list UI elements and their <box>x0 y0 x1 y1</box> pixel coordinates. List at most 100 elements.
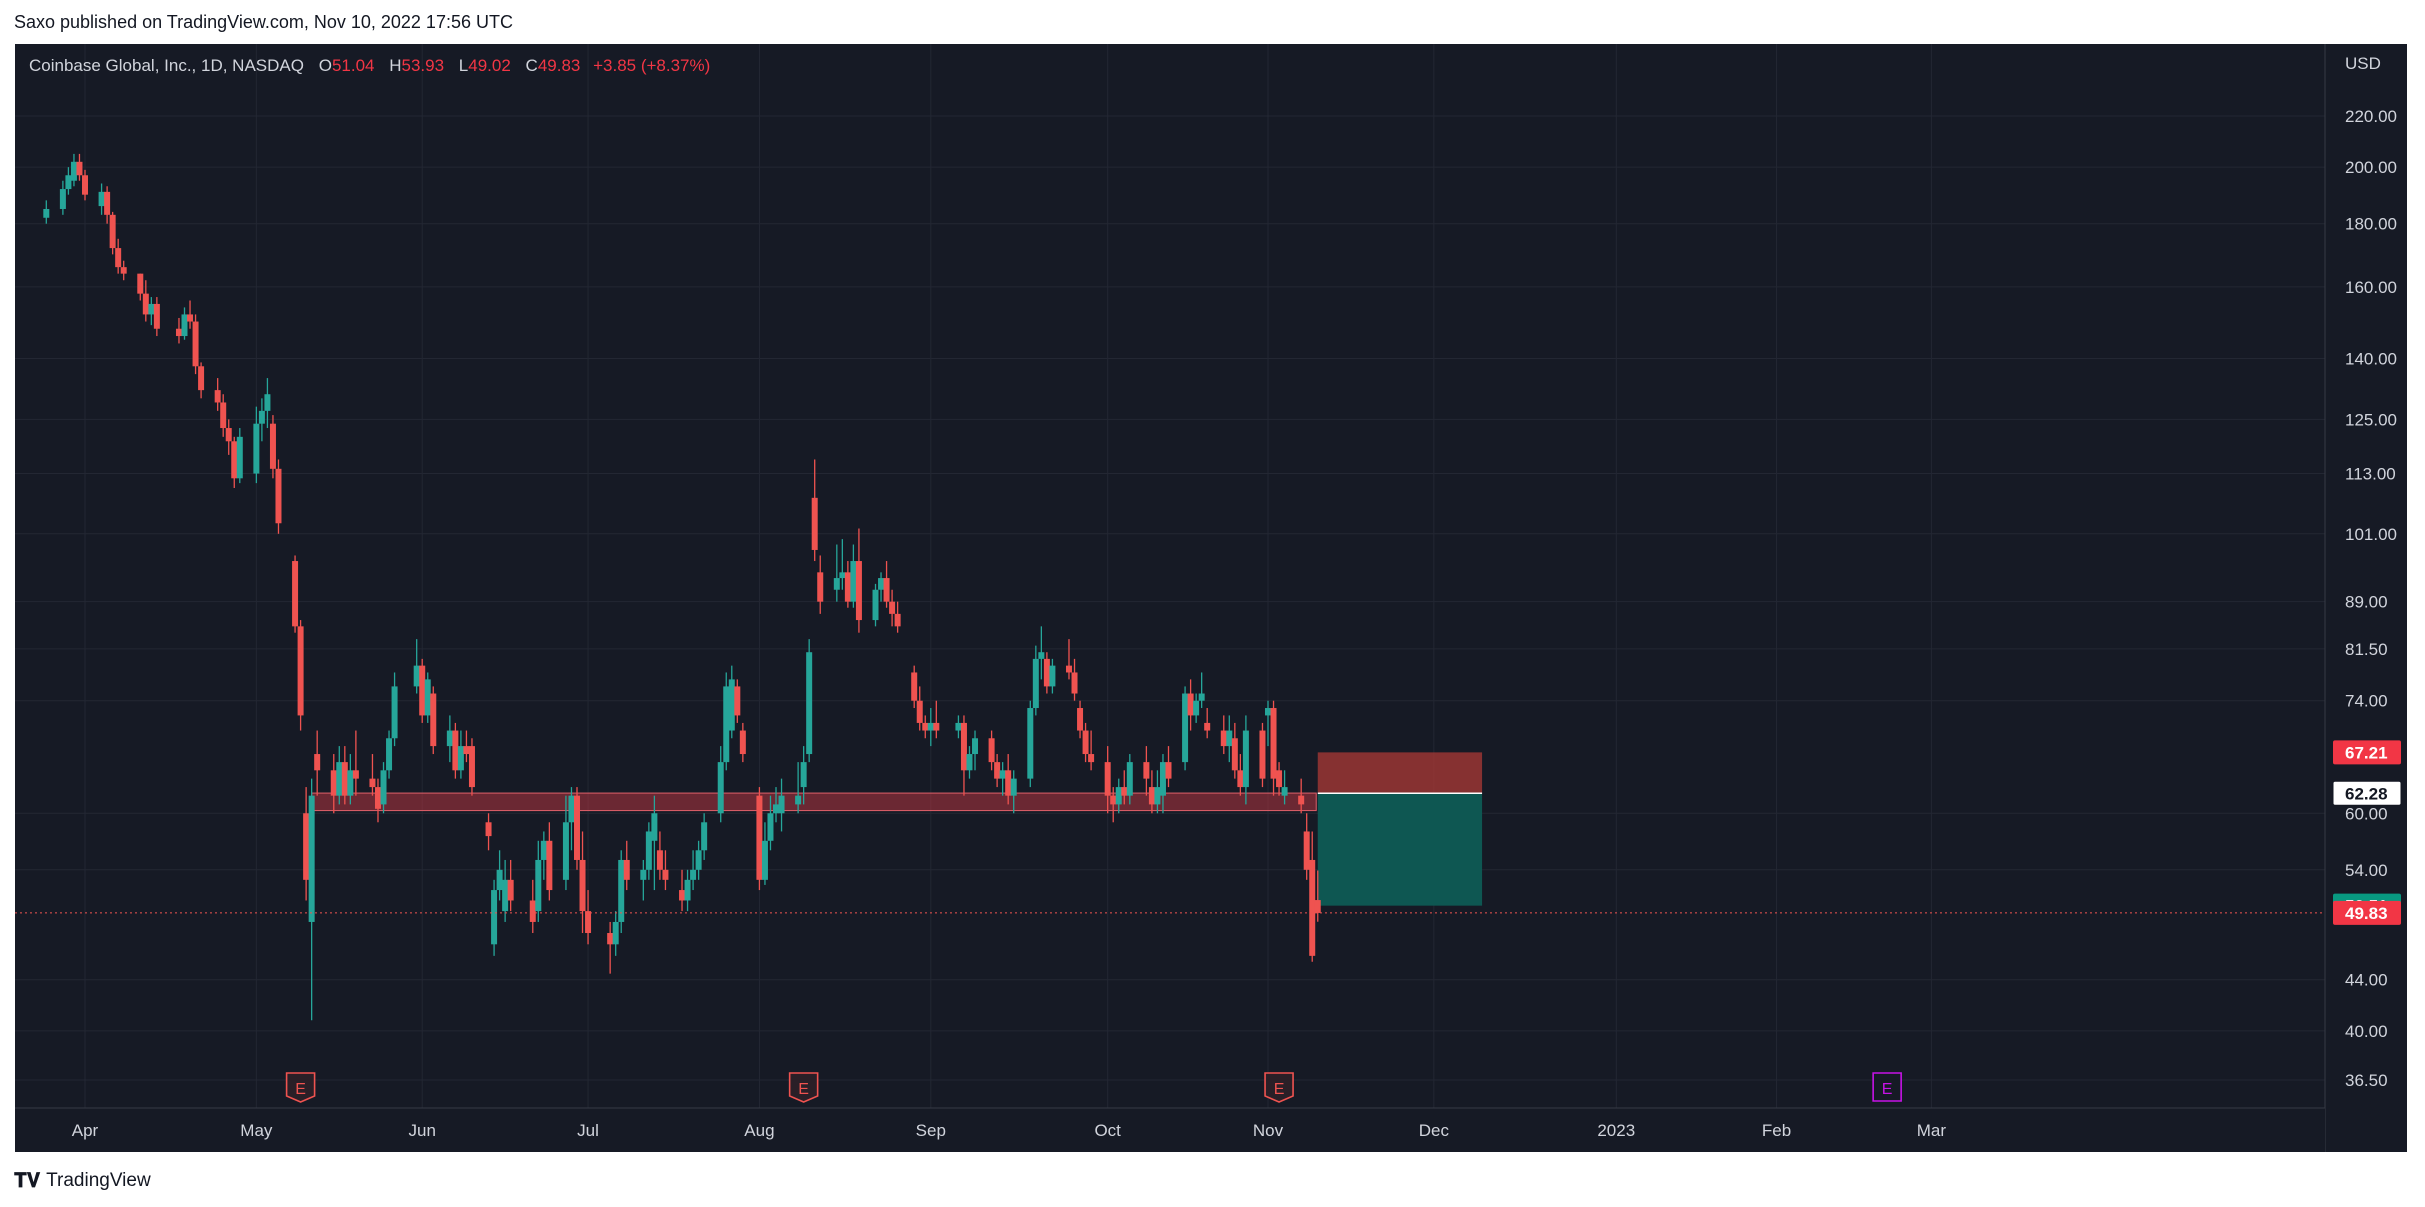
candlestick-chart[interactable]: E E E E USD Apr May Jun Jul Aug Sep Oct Nov Dec 2023… <box>15 44 2407 1152</box>
candle-up <box>999 770 1006 779</box>
candle-down <box>507 879 514 901</box>
candle-down <box>1077 708 1084 731</box>
candle-up <box>236 436 243 479</box>
y-tick-label: 140.00 <box>2345 350 2397 369</box>
candle-down <box>1143 762 1150 779</box>
candle-down <box>1148 787 1155 805</box>
x-tick-label: Feb <box>1762 1121 1791 1140</box>
candle-up <box>413 665 420 687</box>
candle-up <box>872 589 879 621</box>
candles <box>43 153 1321 1021</box>
candle-down <box>468 746 475 788</box>
candle-down <box>579 859 586 912</box>
candle-down <box>889 601 896 614</box>
candle-down <box>1121 787 1128 796</box>
candle-down <box>916 700 923 723</box>
candle-up <box>806 652 813 755</box>
candle-down <box>756 795 763 880</box>
earnings-marker-icon <box>285 1072 316 1103</box>
candle-down <box>82 175 88 195</box>
candle-down <box>115 248 122 268</box>
footer[interactable]: 𝐓𝐕 TradingView <box>14 1166 151 1196</box>
candle-up <box>761 840 768 880</box>
candle-down <box>988 738 995 763</box>
chart-panel[interactable]: E E E E USD Apr May Jun Jul Aug Sep Oct Nov Dec 2023… <box>15 44 2407 1152</box>
x-tick-label: Aug <box>744 1121 774 1140</box>
x-tick-label: May <box>240 1121 273 1140</box>
candle-down <box>656 850 663 870</box>
candle-down <box>1187 693 1194 716</box>
candle-up <box>795 795 802 805</box>
publisher-text: Saxo published on TradingView.com, Nov 1… <box>14 12 513 32</box>
candle-up <box>1126 762 1133 796</box>
candle-down <box>1043 658 1050 687</box>
support-zone <box>311 792 1317 812</box>
candle-down <box>352 770 359 779</box>
y-tick-label: 36.50 <box>2345 1071 2388 1090</box>
candle-up <box>1281 787 1288 796</box>
earnings-marker-label: E <box>1274 1081 1285 1098</box>
candle-up <box>684 879 691 901</box>
candle-down <box>292 561 299 627</box>
candle-down <box>1204 722 1211 731</box>
candle-down <box>1082 730 1089 755</box>
candle-down <box>297 626 304 716</box>
candle-down <box>1270 708 1277 779</box>
candle-up <box>723 686 730 763</box>
y-tick-label: 125.00 <box>2345 410 2397 429</box>
legend-low-label: L <box>458 56 469 75</box>
candle-up <box>424 679 431 716</box>
symbol-legend: Coinbase Global, Inc., 1D, NASDAQ O51.04… <box>29 56 710 76</box>
candle-up <box>1115 787 1122 805</box>
y-tick-label: 40.00 <box>2345 1022 2388 1041</box>
candle-down <box>142 293 149 315</box>
candle-up <box>336 762 343 796</box>
target-zone <box>1317 793 1483 906</box>
tradingview-logo-icon: 𝐓𝐕 <box>14 1169 41 1192</box>
axes: USD <box>15 44 2407 1152</box>
candle-down <box>137 273 144 294</box>
candle-down <box>192 321 199 367</box>
y-tick-label: 220.00 <box>2345 107 2397 126</box>
earnings-marker-label: E <box>295 1081 306 1098</box>
candle-down <box>225 428 232 442</box>
candle-up <box>618 859 625 922</box>
candle-up <box>1159 762 1166 796</box>
y-tick-label: 101.00 <box>2345 525 2397 544</box>
candle-up <box>562 822 569 880</box>
candle-down <box>585 911 592 934</box>
earnings-marker-label: E <box>1882 1081 1893 1098</box>
candle-up <box>258 410 265 424</box>
candle-up <box>347 770 354 796</box>
candle-up <box>1010 778 1017 796</box>
candle-down <box>485 822 492 837</box>
y-tick-label: 113.00 <box>2345 465 2396 484</box>
candle-down <box>1231 738 1238 771</box>
candle-up <box>1032 658 1039 709</box>
footer-brand: TradingView <box>46 1170 151 1191</box>
candle-down <box>430 693 437 747</box>
legend-high: 53.93 <box>401 56 445 75</box>
candle-up <box>65 175 72 190</box>
candle-up <box>1242 730 1249 788</box>
candle-down <box>1237 770 1244 788</box>
legend-low: 49.02 <box>468 56 511 75</box>
x-tick-label: Mar <box>1917 1121 1947 1140</box>
legend-change: +3.85 (+8.37%) <box>593 56 711 75</box>
candle-up <box>651 813 658 841</box>
candle-up <box>695 850 702 870</box>
candle-down <box>811 497 818 550</box>
candle-up <box>496 869 503 891</box>
candle-down <box>911 672 918 701</box>
candle-up <box>966 754 973 771</box>
candle-up <box>728 679 735 731</box>
candle-up <box>1193 700 1200 716</box>
candle-up <box>850 561 857 602</box>
x-tick-label: Nov <box>1253 1121 1284 1140</box>
candle-up <box>1154 787 1161 805</box>
candle-up <box>98 191 105 207</box>
candle-down <box>623 859 630 880</box>
candle-down <box>679 890 686 901</box>
candle-up <box>491 890 498 945</box>
